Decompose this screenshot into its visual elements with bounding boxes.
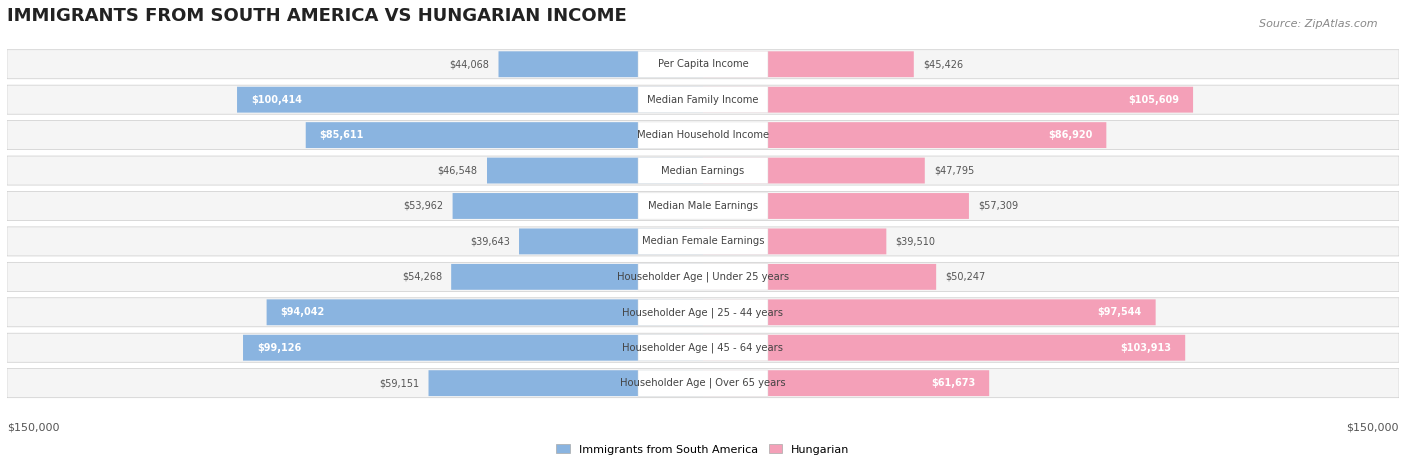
FancyBboxPatch shape	[7, 262, 1399, 291]
Text: $150,000: $150,000	[7, 422, 59, 432]
Text: $105,609: $105,609	[1128, 95, 1180, 105]
FancyBboxPatch shape	[703, 158, 925, 184]
Text: Householder Age | Under 25 years: Householder Age | Under 25 years	[617, 272, 789, 282]
FancyBboxPatch shape	[7, 85, 1399, 114]
FancyBboxPatch shape	[486, 158, 703, 184]
Text: $85,611: $85,611	[319, 130, 364, 140]
Text: $97,544: $97,544	[1098, 307, 1142, 317]
FancyBboxPatch shape	[267, 299, 703, 325]
Text: $99,126: $99,126	[257, 343, 301, 353]
FancyBboxPatch shape	[703, 122, 1107, 148]
FancyBboxPatch shape	[638, 157, 768, 184]
FancyBboxPatch shape	[638, 299, 768, 325]
Text: Median Earnings: Median Earnings	[661, 165, 745, 176]
FancyBboxPatch shape	[638, 335, 768, 361]
FancyBboxPatch shape	[7, 333, 1399, 362]
Text: $86,920: $86,920	[1047, 130, 1092, 140]
Text: $94,042: $94,042	[281, 307, 325, 317]
FancyBboxPatch shape	[638, 193, 768, 219]
FancyBboxPatch shape	[305, 122, 703, 148]
FancyBboxPatch shape	[703, 87, 1194, 113]
Text: Householder Age | 45 - 64 years: Householder Age | 45 - 64 years	[623, 342, 783, 353]
FancyBboxPatch shape	[7, 191, 1399, 220]
Text: Source: ZipAtlas.com: Source: ZipAtlas.com	[1260, 19, 1378, 28]
Text: Householder Age | 25 - 44 years: Householder Age | 25 - 44 years	[623, 307, 783, 318]
Text: $54,268: $54,268	[402, 272, 441, 282]
Text: $39,643: $39,643	[470, 236, 510, 247]
FancyBboxPatch shape	[703, 299, 1156, 325]
FancyBboxPatch shape	[7, 50, 1399, 79]
Text: $46,548: $46,548	[437, 165, 478, 176]
Text: $53,962: $53,962	[404, 201, 443, 211]
FancyBboxPatch shape	[703, 264, 936, 290]
FancyBboxPatch shape	[429, 370, 703, 396]
Text: Median Female Earnings: Median Female Earnings	[641, 236, 765, 247]
FancyBboxPatch shape	[703, 335, 1185, 361]
Text: $50,247: $50,247	[945, 272, 986, 282]
FancyBboxPatch shape	[7, 227, 1399, 256]
FancyBboxPatch shape	[638, 228, 768, 255]
Text: Median Household Income: Median Household Income	[637, 130, 769, 140]
Text: Median Family Income: Median Family Income	[647, 95, 759, 105]
FancyBboxPatch shape	[7, 120, 1399, 149]
Text: $45,426: $45,426	[924, 59, 963, 69]
Text: Median Male Earnings: Median Male Earnings	[648, 201, 758, 211]
Text: $100,414: $100,414	[250, 95, 302, 105]
Text: Per Capita Income: Per Capita Income	[658, 59, 748, 69]
FancyBboxPatch shape	[638, 122, 768, 148]
FancyBboxPatch shape	[703, 193, 969, 219]
FancyBboxPatch shape	[453, 193, 703, 219]
FancyBboxPatch shape	[638, 370, 768, 396]
FancyBboxPatch shape	[7, 298, 1399, 327]
FancyBboxPatch shape	[519, 228, 703, 255]
Legend: Immigrants from South America, Hungarian: Immigrants from South America, Hungarian	[553, 440, 853, 459]
Text: $57,309: $57,309	[979, 201, 1018, 211]
FancyBboxPatch shape	[7, 156, 1399, 185]
Text: $39,510: $39,510	[896, 236, 935, 247]
FancyBboxPatch shape	[638, 264, 768, 290]
FancyBboxPatch shape	[243, 335, 703, 361]
Text: Householder Age | Over 65 years: Householder Age | Over 65 years	[620, 378, 786, 389]
Text: IMMIGRANTS FROM SOUTH AMERICA VS HUNGARIAN INCOME: IMMIGRANTS FROM SOUTH AMERICA VS HUNGARI…	[7, 7, 627, 25]
Text: $47,795: $47,795	[934, 165, 974, 176]
FancyBboxPatch shape	[638, 51, 768, 78]
Text: $103,913: $103,913	[1121, 343, 1171, 353]
Text: $150,000: $150,000	[1347, 422, 1399, 432]
FancyBboxPatch shape	[703, 51, 914, 77]
Text: $44,068: $44,068	[450, 59, 489, 69]
FancyBboxPatch shape	[499, 51, 703, 77]
FancyBboxPatch shape	[451, 264, 703, 290]
FancyBboxPatch shape	[238, 87, 703, 113]
Text: $61,673: $61,673	[931, 378, 976, 388]
FancyBboxPatch shape	[703, 228, 886, 255]
FancyBboxPatch shape	[703, 370, 990, 396]
FancyBboxPatch shape	[7, 368, 1399, 398]
FancyBboxPatch shape	[638, 86, 768, 113]
Text: $59,151: $59,151	[380, 378, 419, 388]
